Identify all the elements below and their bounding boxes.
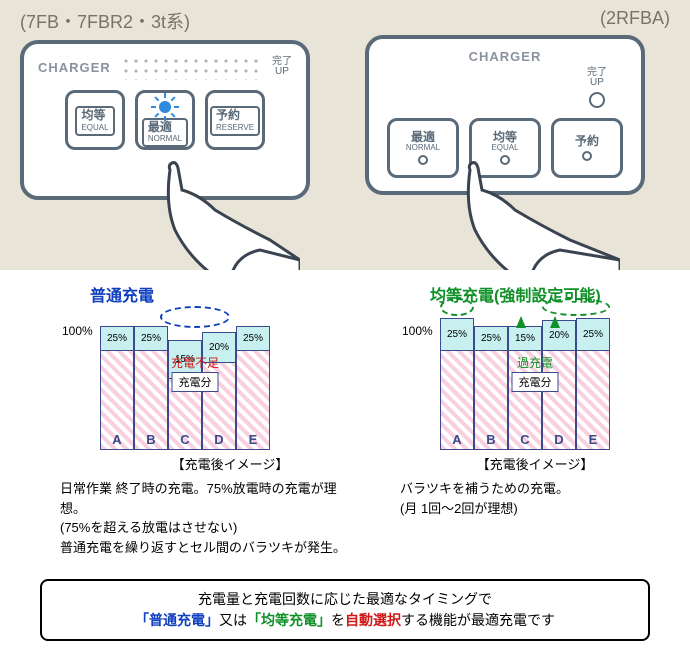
charged-label: 充電分 [172,372,219,392]
chart-equal: 均等充電(強制設定可能) 100% 25%A25%B15%C20%D25%E 過… [400,282,630,557]
bar-E: 25%E [576,318,610,450]
footer-box: 充電量と充電回数に応じた最適なタイミングで 「普通充電」又は「均等充電」を自動選… [40,579,650,641]
chart-area-left: 100% 25%A25%B15%C20%D25%E 充電不足 充電分 [100,310,290,450]
reserve-button[interactable]: 予約RESERVE [205,90,265,150]
button-row: 均等EQUAL 最適NORMAL 予約RESERVE [38,90,292,150]
shortage-text: 充電不足 [171,354,219,371]
bar-E: 25%E [236,326,270,450]
overcharge-text: 過充電 [517,354,553,371]
bar-A: 25%A [100,326,134,450]
panel-right-group: (2RFBA) CHARGER 完了UP 最適 NORMAL 均等 EQUAL [365,8,670,270]
chart-normal: 普通充電 100% 25%A25%B15%C20%D25%E 充電不足 充電分 … [60,282,360,557]
bar-A: 25%A [440,318,474,450]
charger-top-row: CHARGER 完了 UP [38,54,292,80]
done-label: 完了 UP [272,57,292,77]
button-row-r: 最適 NORMAL 均等 EQUAL 予約 [383,118,627,178]
charger-panel-right: CHARGER 完了UP 最適 NORMAL 均等 EQUAL [365,35,645,195]
panel-right-label: (2RFBA) [365,8,670,29]
charger-panel-left: CHARGER 完了 UP 均等EQUAL [20,40,310,200]
equal-button-r[interactable]: 均等 EQUAL [469,118,541,178]
bar-B: 25%B [474,326,508,450]
shortage-oval [160,306,230,328]
over-oval-2 [542,298,610,316]
charger-title-r: CHARGER [383,49,627,64]
arrow-up-1 [516,316,526,328]
charger-title: CHARGER [38,60,111,75]
charged-label-r: 充電分 [512,372,559,392]
bar-B: 25%B [134,326,168,450]
done-circle-icon [589,92,605,108]
chart-title-normal: 普通充電 [90,282,360,306]
chart-area-right: 100% 25%A25%B15%C20%D25%E 過充電 充電分 [440,310,630,450]
chart-caption-left: 【充電後イメージ】 [100,454,360,473]
panel-row: (7FB・7FBR2・3t系) CHARGER 完了 UP 均等EQUAL [0,0,690,270]
normal-button[interactable]: 最適NORMAL [135,90,195,150]
panel-left-label: (7FB・7FBR2・3t系) [20,8,325,34]
indicator-dots [119,54,264,80]
sun-icon [151,93,179,114]
charts-row: 普通充電 100% 25%A25%B15%C20%D25%E 充電不足 充電分 … [0,270,690,565]
footer-line1: 充電量と充電回数に応じた最適なタイミングで [66,589,624,610]
footer-line2: 「普通充電」又は「均等充電」を自動選択する機能が最適充電です [66,610,624,631]
over-oval-1 [440,298,474,316]
done-indicator: 完了UP [587,68,607,108]
equal-button[interactable]: 均等EQUAL [65,90,125,150]
arrow-up-2 [550,316,560,328]
panel-left-group: (7FB・7FBR2・3t系) CHARGER 完了 UP 均等EQUAL [20,8,325,270]
reserve-button-r[interactable]: 予約 [551,118,623,178]
chart-desc-left: 日常作業 終了時の充電。75%放電時の充電が理想。 (75%を超える放電はさせな… [60,479,360,557]
chart-caption-right: 【充電後イメージ】 [440,454,630,473]
normal-button-r[interactable]: 最適 NORMAL [387,118,459,178]
chart-desc-right: バラツキを補うための充電。 (月 1回～2回が理想) [400,479,630,518]
